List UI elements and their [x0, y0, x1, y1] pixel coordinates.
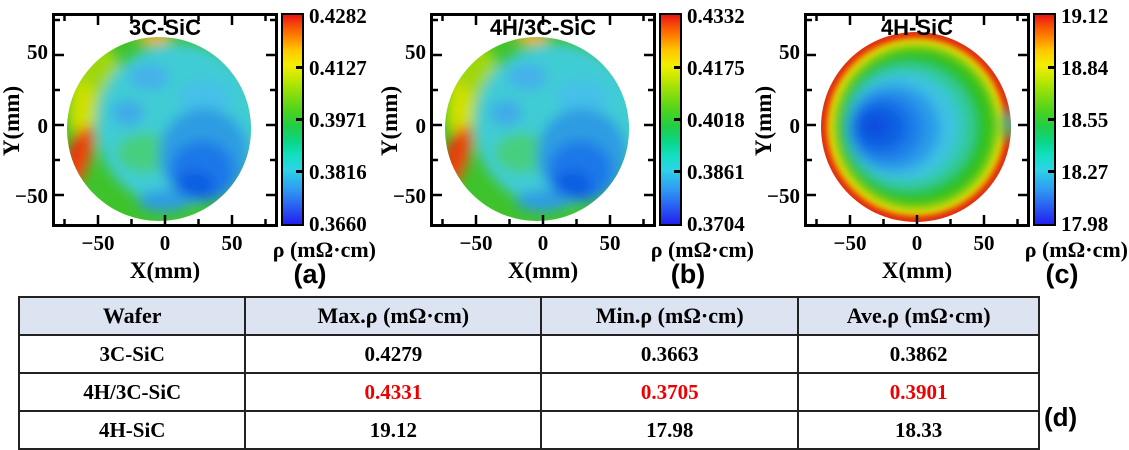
colorbar-tick-label: 0.4127	[309, 56, 367, 80]
y-tick-label: −50	[15, 184, 48, 208]
y-tick-label: 0	[789, 114, 801, 138]
col-header-ave: Ave.ρ (mΩ·cm)	[797, 296, 1040, 336]
colorbar-axis-label-b: ρ (mΩ·cm)	[650, 237, 754, 262]
colorbar-tick-label: 18.55	[1061, 108, 1109, 132]
colorbar-tick-label: 0.4332	[687, 4, 745, 28]
x-tick-label: 0	[911, 231, 923, 255]
plot-title-c: 4H-SiC	[880, 15, 954, 40]
panel-letter-b: (b)	[670, 259, 706, 289]
colorbar-tick-label: 0.3816	[309, 160, 367, 184]
colorbar-tick-mark	[1048, 118, 1055, 121]
cell-max-highlighted: 0.4331	[244, 372, 543, 412]
colorbar-tick-label: 0.3971	[309, 108, 367, 132]
cell-min-highlighted: 0.3705	[540, 372, 800, 412]
wafer-map-panel-a: 3C-SiC Y(mm) 50 0 −50 −50 0 50 X(mm) 0.4…	[0, 0, 376, 292]
y-tick-label: −50	[767, 184, 800, 208]
cell-ave: 18.33	[797, 410, 1040, 450]
colorbar-tick-label: 0.4018	[687, 108, 745, 132]
table-header-row: Wafer Max.ρ (mΩ·cm) Min.ρ (mΩ·cm) Ave.ρ …	[17, 296, 1040, 336]
cell-ave-highlighted: 0.3901	[797, 372, 1040, 412]
y-tick-label: 0	[415, 114, 427, 138]
colorbar-tick-label: 18.84	[1061, 56, 1109, 80]
colorbar-tick-mark	[296, 170, 303, 173]
col-header-wafer: Wafer	[17, 296, 247, 336]
x-axis-label-a: X(mm)	[129, 258, 201, 283]
x-tick-label: −50	[459, 231, 493, 255]
colorbar-axis-label-c: ρ (mΩ·cm)	[1024, 237, 1128, 262]
cell-wafer: 3C-SiC	[17, 334, 247, 374]
cell-min: 0.3663	[540, 334, 800, 374]
plot-title-b: 4H/3C-SiC	[489, 15, 597, 40]
table-row: 4H-SiC 19.12 17.98 18.33	[17, 410, 1040, 450]
x-axis-label-c: X(mm)	[881, 258, 953, 283]
y-tick-label: 50	[779, 40, 800, 64]
table-row: 3C-SiC 0.4279 0.3663 0.3862	[17, 334, 1040, 374]
colorbar-tick-mark	[1048, 66, 1055, 69]
colorbar-tick-label: 0.3660	[309, 212, 367, 236]
x-tick-label: −50	[833, 231, 867, 255]
x-axis-label-b: X(mm)	[507, 258, 579, 283]
cell-max: 19.12	[244, 410, 543, 450]
wafer-map-panel-c: 4H-SiC Y(mm) 50 0 −50 −50 0 50 X(mm) 19.…	[751, 0, 1128, 292]
x-tick-label: 0	[537, 231, 549, 255]
resistivity-summary-table: Wafer Max.ρ (mΩ·cm) Min.ρ (mΩ·cm) Ave.ρ …	[17, 296, 1040, 450]
colorbar-tick-mark	[674, 170, 681, 173]
cell-min: 17.98	[540, 410, 800, 450]
y-tick-label: −50	[393, 184, 426, 208]
colorbar-tick-mark	[674, 66, 681, 69]
contour-plot-b	[430, 13, 656, 227]
table-row: 4H/3C-SiC 0.4331 0.3705 0.3901	[17, 372, 1040, 412]
contour-plot-a	[52, 13, 278, 227]
col-header-min: Min.ρ (mΩ·cm)	[540, 296, 800, 336]
colorbar-tick-mark	[674, 118, 681, 121]
cell-wafer: 4H-SiC	[17, 410, 247, 450]
colorbar-tick-label: 0.3861	[687, 160, 745, 184]
y-tick-label: 50	[27, 40, 48, 64]
colorbar-axis-label-a: ρ (mΩ·cm)	[272, 237, 376, 262]
x-tick-label: 50	[599, 231, 621, 255]
colorbar-tick-label: 17.98	[1061, 212, 1109, 236]
cell-max: 0.4279	[244, 334, 543, 374]
colorbar-tick-label: 18.27	[1061, 160, 1109, 184]
cell-wafer: 4H/3C-SiC	[17, 372, 247, 412]
colorbar-tick-label: 0.4282	[309, 4, 367, 28]
panel-letter-d: (d)	[1044, 402, 1078, 432]
x-tick-label: 0	[159, 231, 171, 255]
colorbar-tick-label: 19.12	[1061, 4, 1109, 28]
wafer-map-panel-b: 4H/3C-SiC Y(mm) 50 0 −50 −50 0 50 X(mm) …	[377, 0, 754, 292]
x-tick-label: 50	[973, 231, 995, 255]
plot-title-a: 3C-SiC	[128, 15, 202, 40]
x-tick-label: 50	[221, 231, 243, 255]
x-tick-label: −50	[81, 231, 115, 255]
col-header-max: Max.ρ (mΩ·cm)	[244, 296, 543, 336]
panel-letter-a: (a)	[293, 259, 327, 289]
y-tick-label: 50	[405, 40, 426, 64]
contour-plot-c	[804, 13, 1030, 227]
colorbar-tick-label: 0.4175	[687, 56, 745, 80]
y-tick-label: 0	[37, 114, 49, 138]
colorbar-tick-label: 0.3704	[687, 212, 745, 236]
colorbar-tick-mark	[296, 66, 303, 69]
cell-ave: 0.3862	[797, 334, 1040, 374]
colorbar-tick-mark	[1048, 170, 1055, 173]
panel-letter-c: (c)	[1045, 259, 1079, 289]
colorbar-tick-mark	[296, 118, 303, 121]
